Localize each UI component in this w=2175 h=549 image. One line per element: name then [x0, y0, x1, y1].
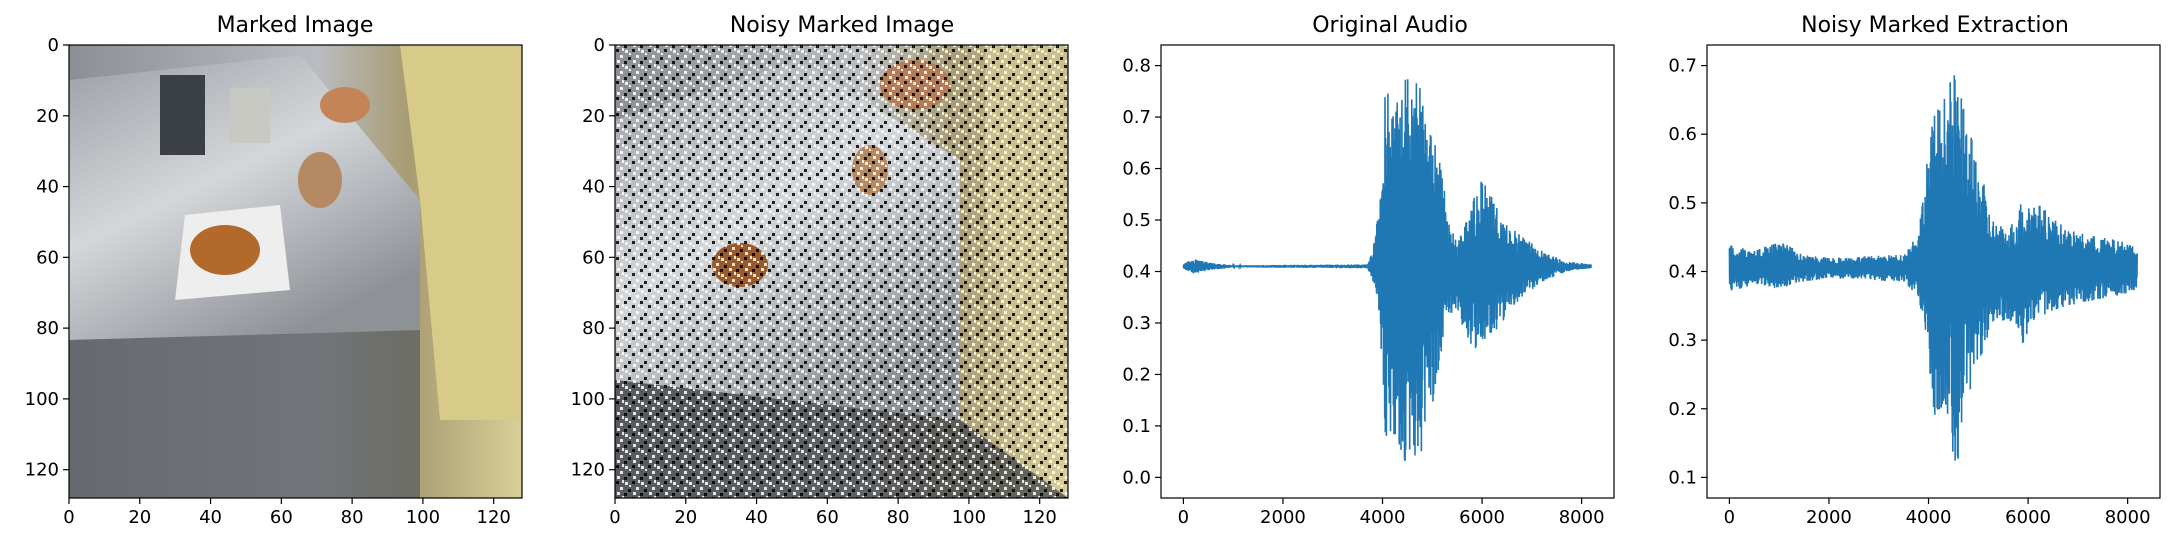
marked-image-panel: Marked Image: [68, 13, 523, 499]
y-tick-label: 100: [25, 389, 59, 410]
x-tick-label: 120: [1023, 507, 1057, 528]
y-tick-label: 0.6: [1122, 159, 1151, 180]
y-tick-label: 0.5: [1668, 193, 1697, 214]
marked-image-picture: [69, 45, 522, 498]
y-tick-label: 40: [582, 177, 605, 198]
x-tick-label: 4000: [1906, 507, 1952, 528]
axes-layer: 0 20 40 60 80 100 120 0 20 40 60 80 100 120 0 20 40 60 80 1…: [25, 35, 2151, 528]
audio-waveform-line: [1182, 79, 1592, 462]
y-tick-label: 0.0: [1122, 467, 1151, 488]
x-tick-label: 40: [199, 507, 222, 528]
y-tick-label: 0.2: [1668, 399, 1697, 420]
x-tick-label: 0: [609, 507, 620, 528]
y-tick-label: 0.8: [1122, 56, 1151, 77]
y-tick-label: 100: [571, 389, 605, 410]
y-tick-label: 0.1: [1122, 416, 1151, 437]
y-tick-label: 0.6: [1668, 124, 1697, 145]
y-tick-label: 0: [48, 35, 59, 56]
noisy-marked-extraction-panel: Noisy Marked Extraction: [1706, 13, 2161, 499]
x-tick-label: 0: [1724, 507, 1735, 528]
audio-waveform-line: [1728, 75, 2138, 461]
y-tick-label: 20: [582, 106, 605, 127]
noisy-marked-extraction-title: Noisy Marked Extraction: [1801, 13, 2069, 38]
noisy-marked-image-title: Noisy Marked Image: [730, 13, 954, 38]
y-tick-label: 0.3: [1668, 330, 1697, 351]
x-tick-label: 6000: [1459, 507, 1505, 528]
y-tick-label: 80: [36, 318, 59, 339]
y-tick-label: 0.4: [1122, 262, 1151, 283]
x-tick-label: 100: [952, 507, 986, 528]
noisy-marked-extraction-plot: [1728, 75, 2138, 461]
x-tick-label: 8000: [2105, 507, 2151, 528]
x-tick-label: 60: [816, 507, 839, 528]
y-tick-label: 80: [582, 318, 605, 339]
x-tick-label: 80: [341, 507, 364, 528]
x-tick-label: 20: [128, 507, 151, 528]
y-tick-label: 60: [582, 247, 605, 268]
y-tick-label: 0: [594, 35, 605, 56]
x-tick-label: 8000: [1559, 507, 1605, 528]
x-tick-label: 4000: [1360, 507, 1406, 528]
x-tick-label: 40: [745, 507, 768, 528]
x-tick-label: 2000: [1806, 507, 1852, 528]
y-tick-label: 0.3: [1122, 313, 1151, 334]
x-tick-label: 20: [674, 507, 697, 528]
y-tick-label: 0.4: [1668, 262, 1697, 283]
marked-image-title: Marked Image: [217, 13, 374, 38]
x-tick-label: 6000: [2005, 507, 2051, 528]
x-tick-label: 0: [63, 507, 74, 528]
y-tick-label: 0.1: [1668, 467, 1697, 488]
x-tick-label: 120: [477, 507, 511, 528]
original-audio-plot: [1182, 79, 1592, 462]
y-tick-label: 120: [571, 460, 605, 481]
x-tick-label: 2000: [1260, 507, 1306, 528]
noisy-marked-image-picture: [615, 45, 1068, 498]
y-tick-label: 120: [25, 460, 59, 481]
y-tick-label: 0.5: [1122, 210, 1151, 231]
y-tick-label: 0.7: [1668, 56, 1697, 77]
original-audio-panel: Original Audio: [1160, 13, 1615, 499]
x-tick-label: 80: [887, 507, 910, 528]
y-tick-label: 0.2: [1122, 364, 1151, 385]
y-tick-label: 60: [36, 247, 59, 268]
noisy-marked-image-panel: Noisy Marked Image: [614, 13, 1069, 499]
original-audio-title: Original Audio: [1312, 13, 1468, 38]
x-tick-label: 60: [270, 507, 293, 528]
y-tick-label: 20: [36, 106, 59, 127]
x-tick-label: 100: [406, 507, 440, 528]
y-tick-label: 0.7: [1122, 107, 1151, 128]
y-tick-label: 40: [36, 177, 59, 198]
x-tick-label: 0: [1178, 507, 1189, 528]
